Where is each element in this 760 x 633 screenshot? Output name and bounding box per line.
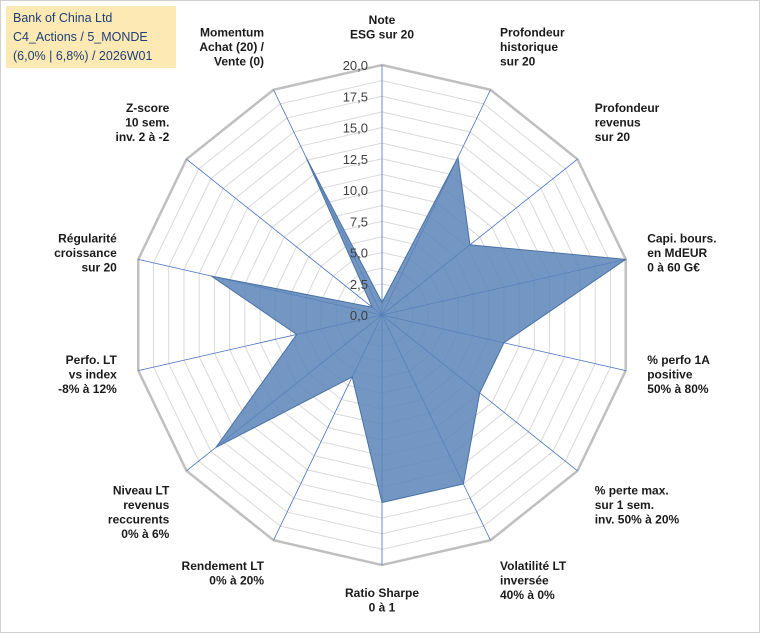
radar-spoke	[186, 158, 383, 316]
radar-tick-label: 7,5	[350, 214, 368, 229]
radar-tick-label: 10,0	[343, 183, 368, 198]
radar-axis-label: Capi. bours. en MdEUR 0 à 60 G€	[647, 232, 716, 275]
radar-tick-label: 5,0	[350, 246, 368, 261]
radar-axis-label: Profondeur revenus sur 20	[595, 101, 660, 144]
radar-tick-label: 15,0	[343, 121, 368, 136]
radar-axis-label: Régularité croissance sur 20	[54, 232, 117, 275]
radar-tick-label: 2,5	[350, 277, 368, 292]
radar-axis-label: % perfo 1A positive 50% à 80%	[647, 353, 710, 396]
radar-axis-label: Ratio Sharpe 0 à 1	[345, 586, 419, 615]
radar-axis-label: Volatilité LT inversée 40% à 0%	[500, 559, 567, 602]
radar-axis-label: Z-score 10 sem. inv. 2 à -2	[115, 101, 169, 144]
radar-axis-label: Rendement LT 0% à 20%	[182, 559, 265, 588]
title-period: (6,0% | 6,8%) / 2026W01	[13, 49, 153, 63]
radar-axis-label: Profondeur historique sur 20	[500, 25, 565, 68]
title-company: Bank of China Ltd	[13, 11, 113, 25]
title-category: C4_Actions / 5_MONDE	[13, 30, 148, 44]
radar-tick-label: 20,0	[343, 58, 368, 73]
radar-tick-label: 12,5	[343, 152, 368, 167]
radar-tick-label: 0,0	[350, 308, 368, 323]
radar-series-area	[211, 155, 628, 504]
radar-axis-label: Niveau LT revenus reccurents 0% à 6%	[108, 484, 170, 541]
radar-axis-label: Perfo. LT vs index -8% à 12%	[58, 353, 117, 396]
title-box: Bank of China Ltd C4_Actions / 5_MONDE (…	[6, 6, 176, 68]
radar-axis-label: Momentum Achat (20) / Vente (0)	[199, 25, 264, 68]
radar-axis-label: Note ESG sur 20	[350, 13, 414, 42]
radar-axis-label: % perte max. sur 1 sem. inv. 50% à 20%	[595, 484, 680, 527]
radar-tick-label: 17,5	[343, 89, 368, 104]
